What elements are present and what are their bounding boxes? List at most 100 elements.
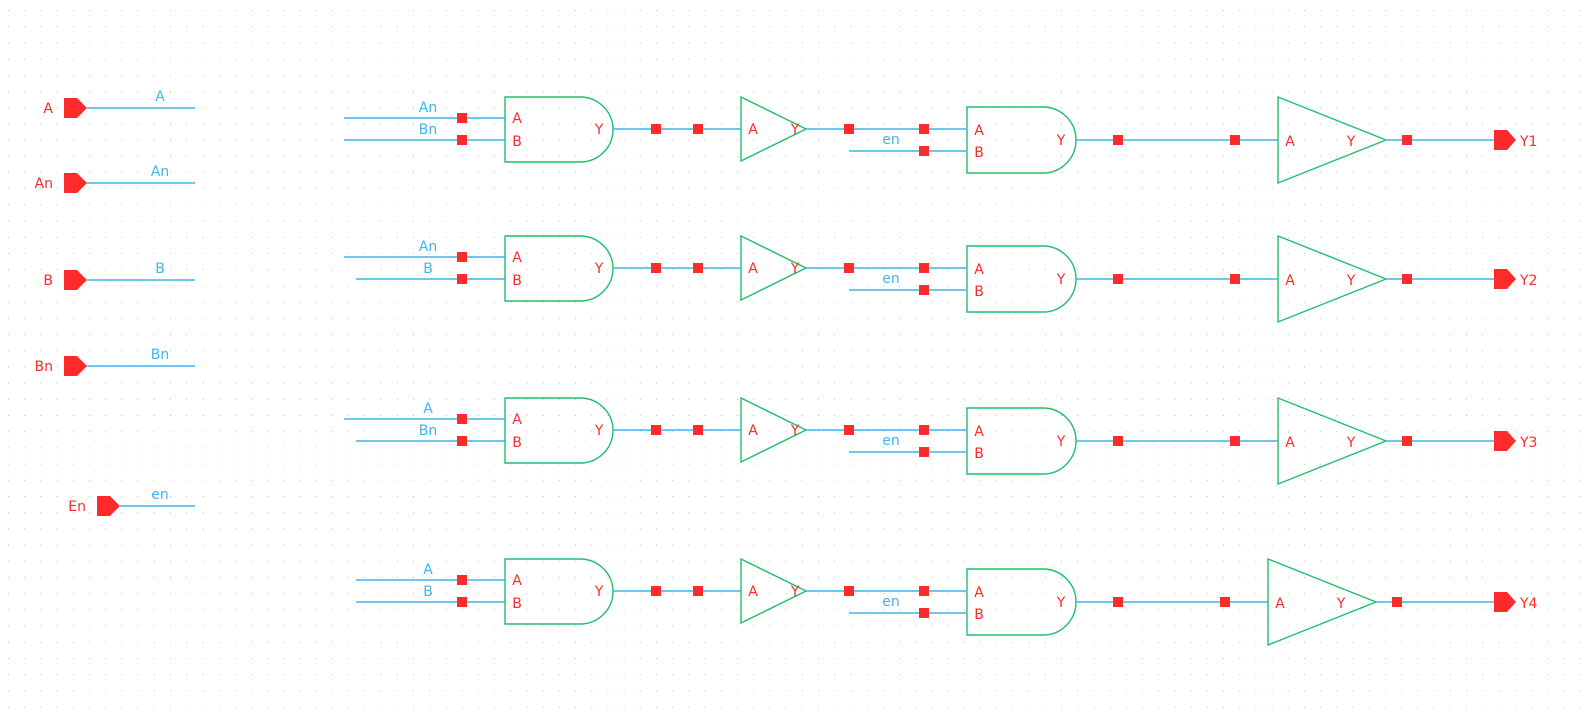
grid-dot <box>866 139 868 141</box>
grid-dot <box>850 10 852 11</box>
and-gate-1-body[interactable] <box>504 235 614 302</box>
buf-out-marker[interactable] <box>1392 597 1402 607</box>
inverter-gate-body[interactable] <box>740 95 808 163</box>
and1-out-marker[interactable] <box>651 425 661 435</box>
grid-dot <box>1401 91 1403 92</box>
buf-in-marker[interactable] <box>1220 597 1230 607</box>
grid-dot <box>1206 285 1208 287</box>
and1-pin-b-marker[interactable] <box>457 135 467 145</box>
and-gate-1-body[interactable] <box>504 558 614 625</box>
grid-dot <box>980 398 981 400</box>
and2-pin-a-marker[interactable] <box>919 425 929 435</box>
grid-dot <box>1530 544 1532 546</box>
and1-out-marker[interactable] <box>651 124 661 134</box>
grid-dot <box>137 188 139 190</box>
grid-dot <box>575 528 576 530</box>
inverter-gate-body[interactable] <box>740 396 808 464</box>
and-gate-2-body[interactable] <box>966 106 1077 174</box>
output-port-arrow-icon[interactable] <box>1494 431 1516 451</box>
buf-in-marker[interactable] <box>1230 436 1240 446</box>
inverter-gate-body[interactable] <box>740 234 808 302</box>
and-gate-1-body[interactable] <box>504 96 614 163</box>
grid-dot <box>704 58 706 60</box>
inv-in-marker[interactable] <box>693 425 703 435</box>
inv-out-marker[interactable] <box>844 263 854 273</box>
and2-pin-a-marker[interactable] <box>919 124 929 134</box>
grid-dot <box>1109 382 1111 384</box>
buffer-gate-body[interactable] <box>1277 234 1388 324</box>
and-gate-1-body[interactable] <box>504 397 614 464</box>
and1-pin-b-marker[interactable] <box>457 436 467 446</box>
and1-out-marker[interactable] <box>651 263 661 273</box>
buf-in-marker[interactable] <box>1230 135 1240 145</box>
and1-pin-a-marker[interactable] <box>457 414 467 424</box>
and1-pin-b-marker[interactable] <box>457 597 467 607</box>
and-gate-2-body[interactable] <box>966 568 1077 636</box>
grid-dot <box>332 139 333 141</box>
and2-out-marker[interactable] <box>1113 436 1123 446</box>
buffer-gate-body[interactable] <box>1277 396 1388 486</box>
buffer-gate-body[interactable] <box>1277 95 1388 185</box>
inv-out-marker[interactable] <box>844 586 854 596</box>
and2-pin-b-marker[interactable] <box>919 447 929 457</box>
and2-out-marker[interactable] <box>1113 135 1123 145</box>
grid-dot <box>1563 26 1565 28</box>
and2-pin-b-marker[interactable] <box>919 608 929 618</box>
input-port-arrow-icon[interactable] <box>64 98 87 118</box>
input-port-b[interactable]: BB <box>43 261 195 290</box>
grid-dot <box>267 301 269 303</box>
inv-out-marker[interactable] <box>844 124 854 134</box>
grid-dot <box>558 107 560 109</box>
and2-pin-a-marker[interactable] <box>919 263 929 273</box>
and-gate-2-body[interactable] <box>966 407 1077 475</box>
grid-dot <box>1514 236 1516 238</box>
inv-in-marker[interactable] <box>693 586 703 596</box>
buf-out-marker[interactable] <box>1402 135 1412 145</box>
and2-pin-b-marker[interactable] <box>919 285 929 295</box>
input-port-arrow-icon[interactable] <box>64 356 87 376</box>
output-port-arrow-icon[interactable] <box>1494 269 1516 289</box>
buf-out-marker[interactable] <box>1402 436 1412 446</box>
grid-dot <box>1077 496 1079 497</box>
grid-dot <box>1044 204 1046 206</box>
grid-dot <box>899 220 900 222</box>
and2-pin-a-marker[interactable] <box>919 586 929 596</box>
input-port-arrow-icon[interactable] <box>64 173 87 193</box>
input-port-arrow-icon[interactable] <box>97 496 120 516</box>
inv-in-marker[interactable] <box>693 263 703 273</box>
and1-pin-a-marker[interactable] <box>457 575 467 585</box>
grid-dot <box>1368 139 1370 141</box>
buf-out-marker[interactable] <box>1402 274 1412 284</box>
grid-dot <box>704 253 706 254</box>
and2-pin-b-marker[interactable] <box>919 146 929 156</box>
grid-dot <box>850 139 852 141</box>
grid-dot <box>672 625 674 627</box>
inverter-gate-body[interactable] <box>740 557 808 625</box>
grid-dot <box>1287 107 1289 109</box>
and1-pin-a-marker[interactable] <box>457 113 467 123</box>
inv-out-marker[interactable] <box>844 425 854 435</box>
grid-dot <box>170 479 171 481</box>
grid-dot <box>461 447 463 449</box>
input-port-a[interactable]: AA <box>43 89 195 118</box>
output-port-arrow-icon[interactable] <box>1494 592 1516 612</box>
and1-pin-a-marker[interactable] <box>457 252 467 262</box>
grid-dot <box>1449 641 1451 643</box>
and1-out-marker[interactable] <box>651 586 661 596</box>
grid-dot <box>137 496 139 497</box>
grid-dot <box>1368 512 1370 514</box>
and-gate-2-body[interactable] <box>966 245 1077 313</box>
input-port-arrow-icon[interactable] <box>64 270 87 290</box>
and2-out-marker[interactable] <box>1113 597 1123 607</box>
and1-pin-a-label: A <box>512 412 522 428</box>
inv-in-marker[interactable] <box>693 124 703 134</box>
output-port-arrow-icon[interactable] <box>1494 130 1516 150</box>
buf-in-marker[interactable] <box>1230 274 1240 284</box>
and1-pin-b-marker[interactable] <box>457 274 467 284</box>
buffer-gate-body[interactable] <box>1267 557 1378 647</box>
and2-out-marker[interactable] <box>1113 274 1123 284</box>
